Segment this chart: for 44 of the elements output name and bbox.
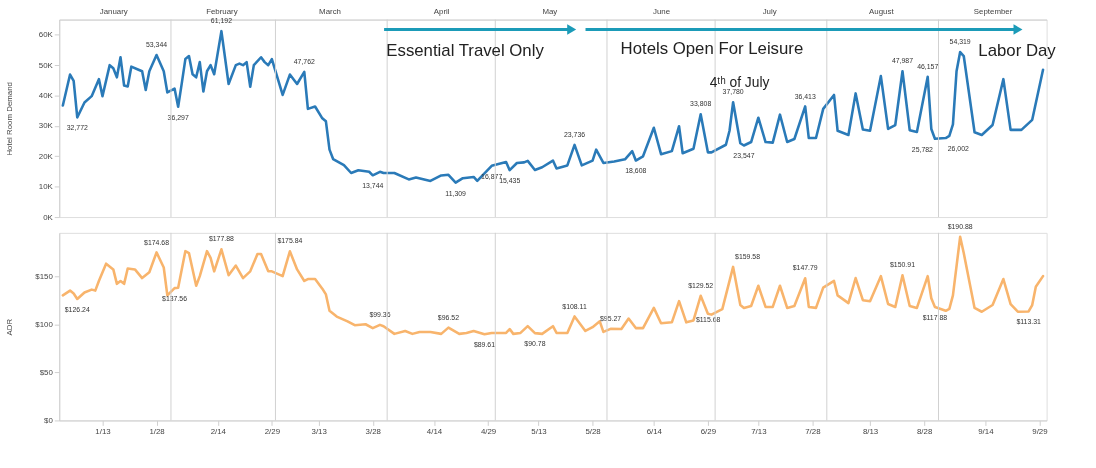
y-tick-label: 60K — [38, 30, 54, 40]
x2-tick-label: January — [99, 7, 128, 17]
x-tick-label: 9/14 — [978, 426, 995, 436]
x-tick-label: 5/13 — [531, 426, 548, 436]
y-tick-label: 40K — [38, 91, 54, 100]
x2-tick-label: July — [762, 7, 777, 17]
y-tick-label: 50K — [38, 60, 54, 70]
x-tick-label: 1/13 — [95, 426, 112, 436]
y-tick-label: 20K — [38, 151, 54, 161]
y-tick-label: 10K — [38, 182, 54, 192]
y-tick-label: 0K — [43, 212, 54, 222]
x2-tick-label: February — [206, 7, 238, 17]
y-tick-label: 30K — [38, 121, 54, 131]
x-tick-label: 9/29 — [1032, 426, 1048, 436]
x2-tick-label: May — [542, 7, 558, 17]
x-tick-label: 3/13 — [311, 426, 328, 436]
x-tick-label: 7/28 — [805, 426, 822, 436]
x-tick-label: 4/29 — [480, 426, 497, 436]
y-tick-label: $150 — [35, 271, 54, 281]
y-axis-title: ADR — [5, 318, 15, 336]
x2-tick-label: August — [869, 7, 895, 17]
x-tick-label: 8/28 — [916, 426, 933, 436]
x-tick-label: 6/14 — [646, 426, 663, 436]
annotation: Essential Travel Only — [386, 41, 545, 61]
y-tick-label: $50 — [39, 367, 54, 377]
x-tick-label: 5/28 — [585, 426, 602, 436]
x2-tick-label: March — [319, 7, 341, 17]
x-tick-label: 8/13 — [862, 426, 879, 436]
y-axis-title: Hotel Room Demand — [5, 82, 15, 156]
x-tick-label: 1/28 — [149, 426, 166, 436]
x2-tick-label: September — [973, 7, 1013, 17]
x-tick-label: 3/28 — [365, 426, 382, 436]
x-tick-label: 4/14 — [426, 426, 443, 436]
annotation: 4ᵗʰ of July — [709, 73, 770, 90]
y-tick-label: $100 — [35, 319, 54, 329]
annotation: Hotels Open For Leisure — [620, 39, 804, 59]
y-tick-label: $0 — [44, 415, 54, 425]
x2-tick-label: April — [433, 7, 450, 17]
x-tick-label: 7/13 — [751, 426, 768, 436]
annotation: Labor Day — [978, 41, 1057, 61]
x-tick-label: 2/29 — [264, 426, 281, 436]
x2-tick-label: June — [653, 7, 671, 17]
x-tick-label: 6/29 — [700, 426, 717, 436]
x-tick-label: 2/14 — [210, 426, 227, 436]
